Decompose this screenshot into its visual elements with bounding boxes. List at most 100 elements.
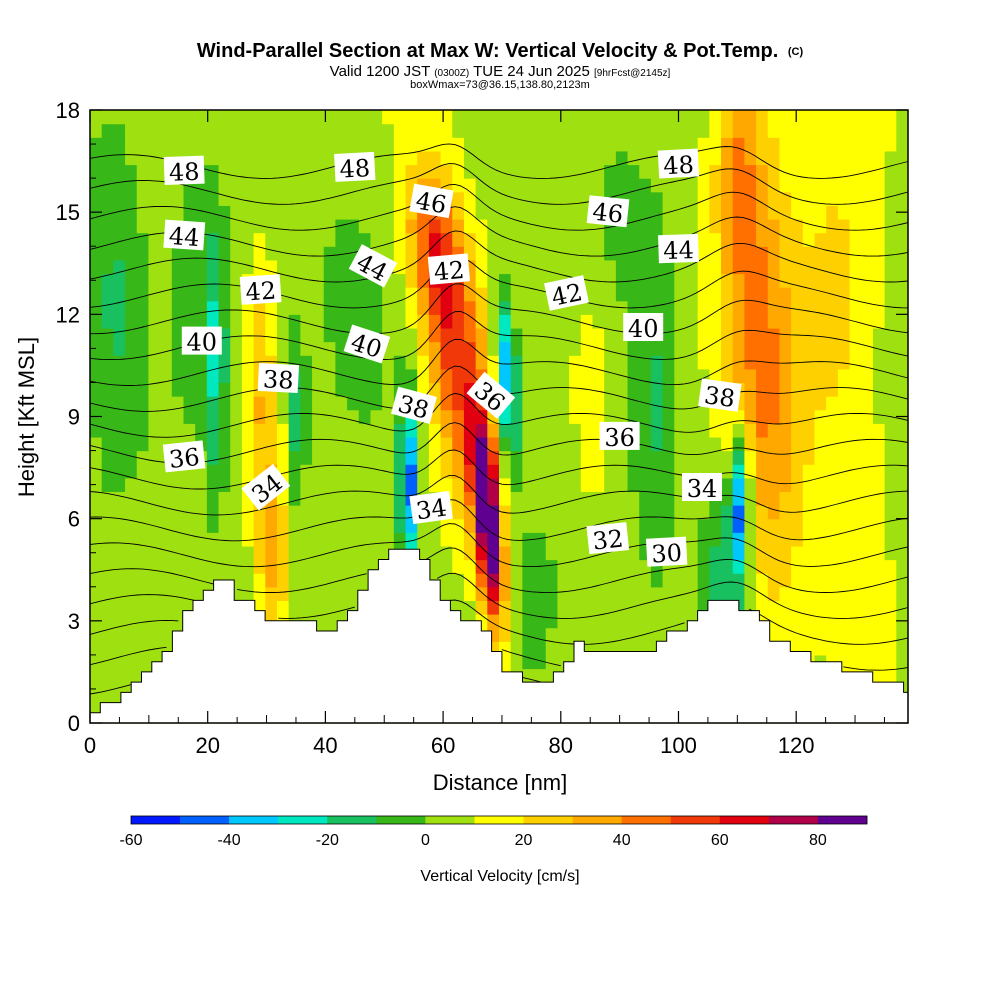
w-cell xyxy=(101,355,114,370)
w-cell xyxy=(428,150,442,166)
w-cell xyxy=(300,586,313,601)
w-cell xyxy=(125,668,138,683)
w-cell xyxy=(160,614,173,629)
w-cell xyxy=(580,436,594,452)
w-cell xyxy=(580,259,594,275)
w-cell xyxy=(405,273,418,288)
w-cell xyxy=(779,259,792,275)
w-cell xyxy=(861,573,874,588)
w-cell xyxy=(206,150,220,166)
w-cell xyxy=(884,614,897,629)
w-cell xyxy=(323,573,336,588)
w-cell xyxy=(837,450,851,465)
w-cell xyxy=(732,232,745,247)
w-cell xyxy=(206,110,220,125)
w-cell xyxy=(615,110,629,125)
w-cell xyxy=(709,327,722,343)
w-cell xyxy=(534,505,547,520)
w-cell xyxy=(592,505,605,520)
w-cell xyxy=(779,327,792,343)
contour-label-42: 42 xyxy=(427,253,471,286)
w-cell xyxy=(791,627,804,642)
w-cell xyxy=(826,573,839,588)
w-cell xyxy=(195,191,208,206)
w-cell xyxy=(335,423,348,438)
w-cell xyxy=(756,573,769,588)
w-cell xyxy=(113,600,126,615)
w-cell xyxy=(744,137,757,152)
w-cell xyxy=(487,341,500,356)
w-cell xyxy=(662,450,675,465)
w-cell xyxy=(615,409,629,424)
w-cell xyxy=(709,164,722,179)
w-cell xyxy=(171,586,185,601)
w-cell xyxy=(125,436,138,452)
w-cell xyxy=(639,518,652,533)
w-cell xyxy=(405,423,418,438)
y-axis-label: Height [Kft MSL] xyxy=(14,337,39,497)
w-cell xyxy=(148,505,161,520)
w-cell xyxy=(779,205,792,220)
w-cell xyxy=(113,586,126,601)
w-cell xyxy=(288,110,301,125)
y-tick-label: 12 xyxy=(56,302,80,327)
subtitle-valid: Valid 1200 JST xyxy=(330,63,430,80)
w-cell xyxy=(440,164,453,179)
w-cell xyxy=(779,150,792,166)
w-cell xyxy=(382,218,395,234)
w-cell xyxy=(721,423,734,438)
w-cell xyxy=(732,436,745,452)
w-cell xyxy=(463,137,477,152)
w-cell xyxy=(814,382,827,397)
w-cell xyxy=(347,464,360,479)
w-cell xyxy=(756,436,769,452)
w-cell xyxy=(510,341,523,356)
w-cell xyxy=(148,273,161,288)
w-cell xyxy=(756,164,769,179)
w-cell xyxy=(756,409,769,424)
w-cell xyxy=(732,505,745,520)
w-cell xyxy=(125,123,138,138)
w-cell xyxy=(732,164,745,179)
w-cell xyxy=(405,218,418,234)
w-cell xyxy=(136,314,150,329)
w-cell xyxy=(580,246,594,261)
w-cell xyxy=(721,409,734,424)
contour-label-38: 38 xyxy=(391,386,437,425)
isentrope-39 xyxy=(89,392,909,438)
w-cell xyxy=(171,518,185,533)
w-cell xyxy=(779,573,792,588)
w-cell xyxy=(101,246,114,261)
w-cell xyxy=(405,314,418,329)
w-cell xyxy=(136,246,150,261)
w-cell xyxy=(592,232,605,247)
w-cell xyxy=(580,110,594,125)
w-cell xyxy=(569,559,582,574)
w-cell xyxy=(510,396,523,411)
w-cell xyxy=(417,150,430,166)
contour-label-box xyxy=(391,386,437,425)
w-cell xyxy=(510,246,523,261)
w-cell xyxy=(545,355,559,370)
contour-label-text: 48 xyxy=(339,154,371,184)
w-cell xyxy=(569,232,582,247)
w-cell xyxy=(358,423,372,438)
w-cell xyxy=(557,505,570,520)
w-cell xyxy=(779,341,792,356)
w-cell xyxy=(510,287,523,302)
w-cell xyxy=(160,518,173,533)
w-cell xyxy=(428,110,442,125)
x-tick-label: 0 xyxy=(84,733,96,758)
w-cell xyxy=(709,518,722,533)
w-cell xyxy=(592,137,605,152)
w-cell xyxy=(206,273,220,288)
w-cell xyxy=(522,409,535,424)
w-cell xyxy=(113,545,126,561)
w-cell xyxy=(125,518,138,533)
w-cell xyxy=(218,137,231,152)
w-cell xyxy=(522,110,535,125)
w-cell xyxy=(206,287,220,302)
w-cell xyxy=(814,314,827,329)
w-cell xyxy=(814,259,827,275)
w-cell xyxy=(744,300,757,315)
